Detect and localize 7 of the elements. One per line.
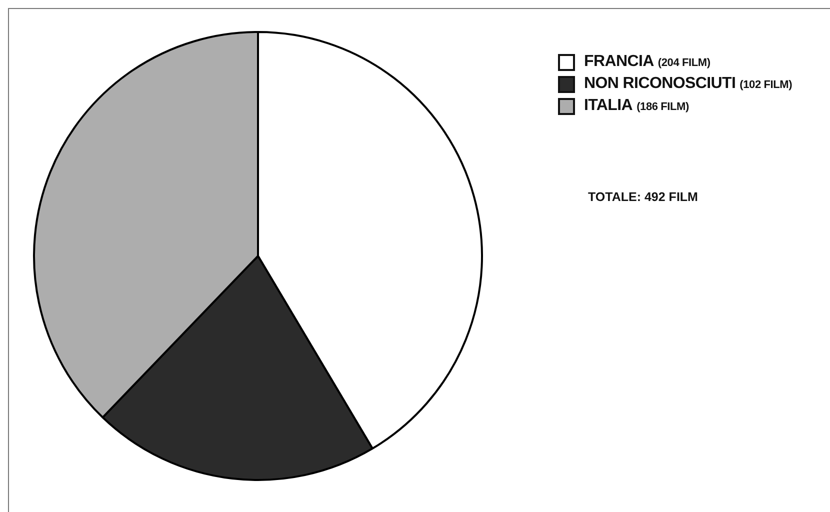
legend-label: NON RICONOSCIUTI — [584, 75, 736, 93]
data-label: (204 FILM) — [658, 57, 710, 69]
slice-label: FRANCIA — [584, 53, 654, 71]
data-label: (102 FILM) — [740, 79, 792, 91]
data-label: (186 FILM) — [636, 101, 689, 113]
text: TOTALE: 492 FILM — [588, 189, 698, 206]
legend-label: ITALIA — [584, 97, 633, 115]
